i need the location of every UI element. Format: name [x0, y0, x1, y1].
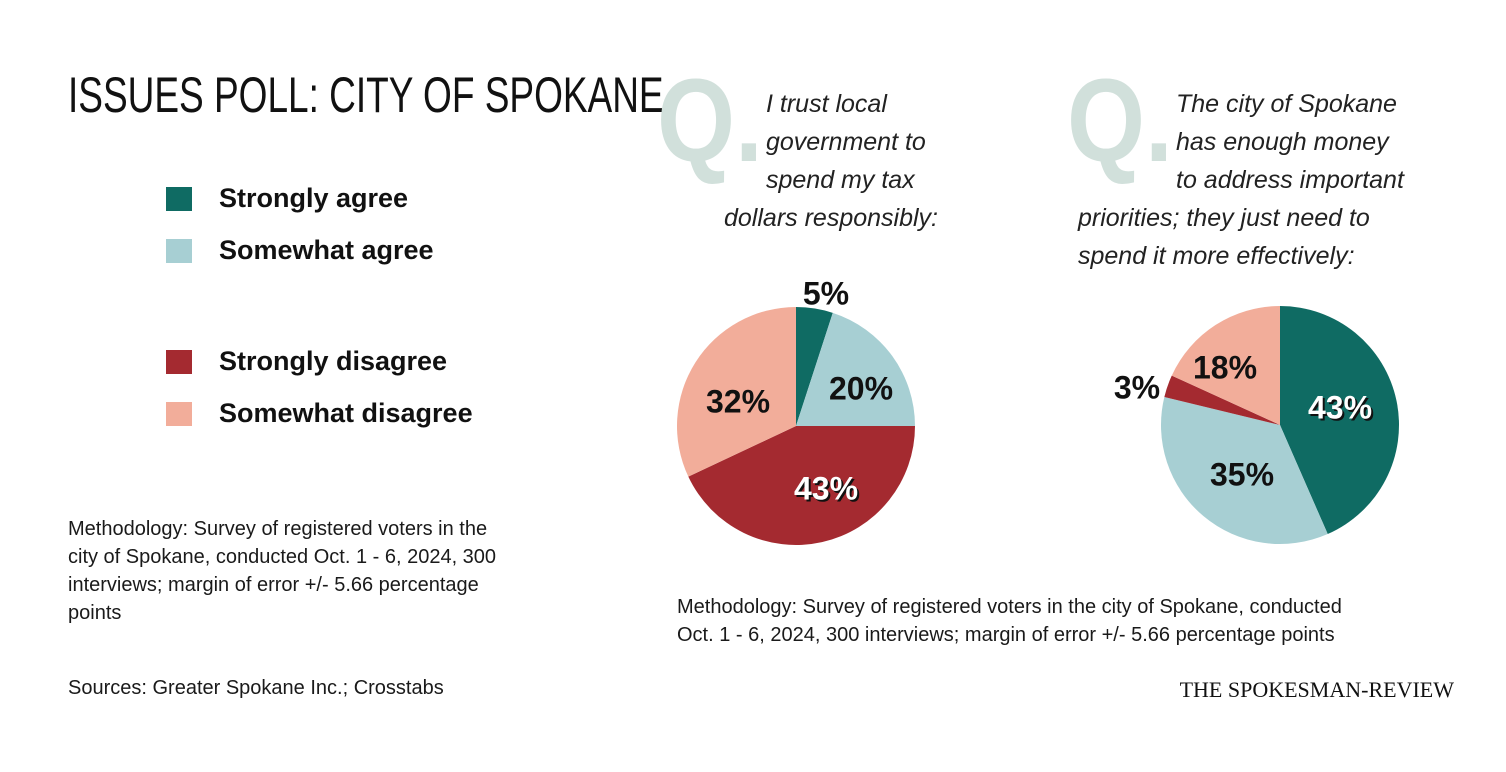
methodology-left-line: points [68, 602, 122, 624]
q-mark-1: Q. [657, 55, 763, 187]
pie-slice [1164, 375, 1280, 425]
question-line: spend it more effectively: [1078, 242, 1355, 270]
pie-label: 20% [829, 370, 893, 406]
question-line: government to [766, 128, 926, 156]
pie-label: 43% [794, 470, 858, 506]
pie-slice [1280, 306, 1399, 535]
pie-slice [1171, 306, 1280, 425]
pie-slice [1161, 396, 1328, 544]
question-2: The city of Spokane has enough money to ad… [1078, 85, 1438, 275]
pie-label: 3% [1114, 369, 1160, 405]
pie-label: 32% [706, 383, 770, 419]
pie-chart-1: 5%20%43%43%32% [677, 275, 915, 545]
question-line: has enough money [1176, 128, 1389, 156]
pie-slice [688, 426, 915, 545]
pie-label: 43% [1308, 389, 1372, 425]
legend-label: Somewhat disagree [219, 398, 473, 428]
legend-label: Somewhat agree [219, 235, 434, 265]
q-mark-2: Q. [1067, 55, 1173, 187]
question-line: The city of Spokane [1176, 90, 1397, 118]
page-title: ISSUES POLL: CITY OF SPOKANE [68, 67, 664, 123]
legend-swatch [166, 402, 192, 426]
question-line: spend my tax [766, 166, 915, 194]
pie-label: 35% [1210, 456, 1274, 492]
question-line: to address important [1176, 166, 1404, 194]
pie-label: 5% [803, 275, 849, 311]
pie-slice [796, 307, 833, 426]
legend-swatch [166, 239, 192, 263]
publisher-brand: THE SPOKESMAN-REVIEW [1179, 677, 1454, 702]
methodology-right: Methodology: Survey of registered voters… [677, 593, 1342, 649]
methodology-left-line: interviews; margin of error +/- 5.66 per… [68, 574, 479, 596]
question-1: I trust local government to spend my tax do… [724, 85, 964, 237]
methodology-right-line: Methodology: Survey of registered voters… [677, 596, 1342, 618]
question-line: dollars responsibly: [724, 204, 938, 232]
sources: Sources: Greater Spokane Inc.; Crosstabs [68, 677, 444, 699]
question-line: I trust local [766, 90, 887, 118]
pie-label-shadow: 43% [1310, 391, 1374, 427]
pie-chart-2: 43%43%35%3%18% [1114, 306, 1399, 544]
methodology-left-line: city of Spokane, conducted Oct. 1 - 6, 2… [68, 546, 497, 568]
methodology-left-line: Methodology: Survey of registered voters… [68, 518, 488, 540]
question-line: priorities; they just need to [1078, 204, 1370, 232]
pie-label: 18% [1193, 349, 1257, 385]
legend-swatch [166, 187, 192, 211]
methodology-left: Methodology: Survey of registered voters… [68, 515, 496, 627]
legend-label: Strongly agree [219, 183, 409, 213]
legend-label: Strongly disagree [219, 346, 448, 376]
pie-label-shadow: 43% [796, 472, 860, 508]
pie-slice [677, 307, 796, 477]
legend-swatch [166, 350, 192, 374]
pie-slice [796, 312, 915, 426]
methodology-right-line: Oct. 1 - 6, 2024, 300 interviews; margin… [677, 624, 1335, 646]
